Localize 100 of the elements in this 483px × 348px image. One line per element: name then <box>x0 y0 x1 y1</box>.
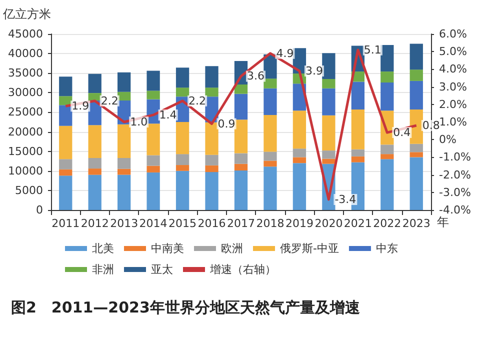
bar <box>234 153 248 164</box>
data-label: 0.9 <box>218 117 236 130</box>
bar <box>205 165 218 172</box>
bar <box>380 44 394 72</box>
bar <box>322 53 336 79</box>
y2-tick-label: 0% <box>439 133 456 146</box>
bar <box>59 176 72 210</box>
y-tick-label: 15000 <box>8 144 43 158</box>
bar <box>205 122 218 155</box>
bar <box>351 149 364 156</box>
bar <box>205 154 218 166</box>
x-tick-label: 2014 <box>139 217 168 230</box>
data-label: 2.2 <box>100 94 118 108</box>
bar <box>292 157 306 164</box>
bar <box>264 166 277 210</box>
x-tick-label: 2020 <box>314 217 343 230</box>
bar <box>146 155 160 166</box>
bar <box>264 160 277 167</box>
y2-tick-label: 6.0% <box>439 28 467 40</box>
data-label: 1.4 <box>159 108 177 122</box>
bar <box>146 124 160 156</box>
bar <box>88 74 102 94</box>
bar <box>322 78 336 88</box>
bar <box>146 166 160 172</box>
bar <box>292 163 306 210</box>
bar <box>59 169 72 176</box>
bar <box>146 70 160 91</box>
x-tick-label: 2019 <box>285 217 314 230</box>
x-tick-label: 2018 <box>256 217 284 230</box>
y-tick-label: 20000 <box>8 125 43 138</box>
data-label: 1.9 <box>72 100 90 113</box>
y-tick-label: 5000 <box>15 184 43 197</box>
bar <box>176 122 190 154</box>
data-label: -3.4 <box>334 192 356 206</box>
bar <box>410 80 423 110</box>
y-tick-label: 35000 <box>8 66 43 80</box>
x-tick-label: 2023 <box>402 217 430 230</box>
bar <box>205 172 218 210</box>
x-tick-label: 2016 <box>198 217 226 230</box>
y-axis-title: 亿立方米 <box>2 7 51 21</box>
bar <box>59 159 72 170</box>
bar <box>146 90 160 100</box>
bar <box>88 158 102 169</box>
text: 图2 2011—2023年世界分地区天然气产量及增速 <box>11 298 361 316</box>
bar <box>118 174 131 210</box>
legend-label: 亚太 <box>151 263 173 276</box>
bar <box>59 96 72 106</box>
bar <box>146 172 160 210</box>
data-label: 3.6 <box>247 70 264 83</box>
bar <box>234 170 248 210</box>
bar <box>234 120 248 154</box>
data-label: 4.9 <box>276 46 294 60</box>
legend-label: 俄罗斯-中亚 <box>280 242 339 255</box>
data-label: 2.2 <box>188 94 206 108</box>
bar <box>88 168 102 175</box>
y-tick-label: 10000 <box>8 164 43 178</box>
x-tick-label: 2011 <box>52 217 80 230</box>
bar <box>380 144 394 154</box>
bar <box>410 144 423 152</box>
bar <box>292 148 306 158</box>
bar <box>322 88 336 116</box>
y2-tick-label: -3.0% <box>439 186 471 199</box>
x-tick-label: 2015 <box>168 217 197 230</box>
bar <box>176 170 190 210</box>
bar <box>380 82 394 111</box>
bar <box>59 126 72 160</box>
x-tick-label: 2021 <box>344 217 372 230</box>
y2-tick-label: 4.0% <box>439 62 467 76</box>
bar <box>410 157 423 210</box>
bar <box>351 156 364 162</box>
y2-tick-label: 1.0% <box>439 116 467 128</box>
bar <box>234 164 248 170</box>
x-tick-label: 2012 <box>80 217 109 230</box>
bar <box>205 88 218 97</box>
legend-label: 中东 <box>376 242 398 255</box>
x-tick-label: 2017 <box>227 217 255 230</box>
y2-tick-label: -4.0% <box>439 204 471 216</box>
bar <box>410 70 423 81</box>
x-axis-title: 年 <box>437 215 449 229</box>
y-tick-label: 40000 <box>8 47 43 60</box>
data-label: 0.8 <box>422 119 440 132</box>
bar <box>380 72 394 82</box>
bar <box>351 109 364 150</box>
bar <box>118 168 131 175</box>
y-tick-label: 25000 <box>8 106 43 119</box>
bar <box>176 68 190 88</box>
bar <box>292 110 306 149</box>
bar <box>205 66 218 88</box>
bar <box>176 88 190 97</box>
y2-tick-label: -1.0% <box>439 150 471 164</box>
data-label: 5.1 <box>364 43 382 56</box>
bar <box>88 174 102 210</box>
legend-label: 北美 <box>92 242 114 255</box>
bar <box>322 150 336 159</box>
bar <box>410 152 423 158</box>
bar <box>264 152 277 161</box>
bar <box>176 165 190 171</box>
bar <box>322 158 336 164</box>
bar <box>380 159 394 210</box>
legend-label: 欧洲 <box>221 242 243 255</box>
